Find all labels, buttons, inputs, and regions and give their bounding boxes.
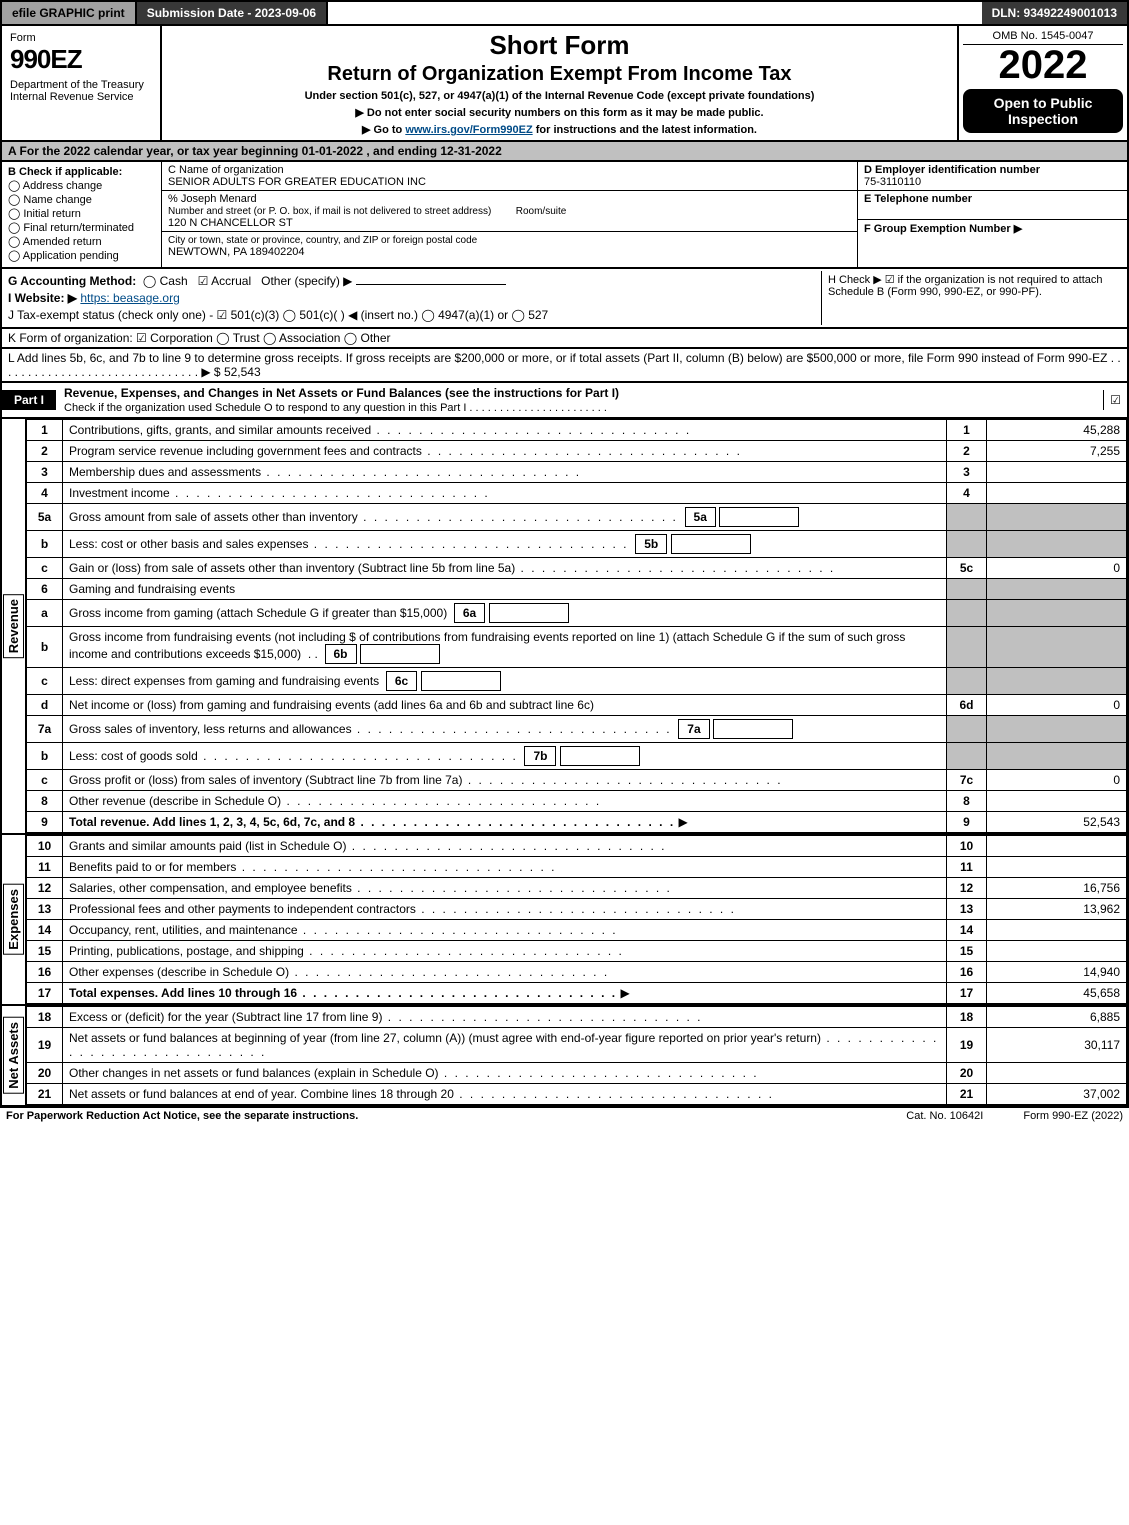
part1-title: Revenue, Expenses, and Changes in Net As… bbox=[56, 383, 1103, 417]
website-link[interactable]: https: beasage.org bbox=[80, 291, 179, 305]
col-def: D Employer identification number 75-3110… bbox=[857, 162, 1127, 267]
row-h: H Check ▶ ☑ if the organization is not r… bbox=[821, 271, 1121, 325]
revenue-table: 1Contributions, gifts, grants, and simil… bbox=[26, 419, 1127, 833]
chk-initial-return[interactable]: ◯ Initial return bbox=[8, 207, 155, 220]
header-right: OMB No. 1545-0047 2022 Open to Public In… bbox=[957, 26, 1127, 140]
line18-val: 6,885 bbox=[987, 1007, 1127, 1028]
subtitle-goto: ▶ Go to www.irs.gov/Form990EZ for instru… bbox=[170, 123, 949, 136]
footer-right: Form 990-EZ (2022) bbox=[1023, 1110, 1123, 1122]
city-label: City or town, state or province, country… bbox=[168, 235, 477, 246]
row-k: K Form of organization: ☑ Corporation ◯ … bbox=[0, 329, 1129, 349]
form-header: Form 990EZ Department of the Treasury In… bbox=[0, 26, 1129, 142]
f-label: F Group Exemption Number ▶ bbox=[864, 223, 1022, 235]
netassets-section: Net Assets 18Excess or (deficit) for the… bbox=[0, 1006, 1129, 1107]
line3-val bbox=[987, 462, 1127, 483]
d-label: D Employer identification number bbox=[864, 164, 1040, 176]
department: Department of the Treasury Internal Reve… bbox=[10, 79, 152, 103]
line12-val: 16,756 bbox=[987, 878, 1127, 899]
subtitle-section: Under section 501(c), 527, or 4947(a)(1)… bbox=[170, 90, 949, 102]
expenses-table: 10Grants and similar amounts paid (list … bbox=[26, 835, 1127, 1004]
row-l: L Add lines 5b, 6c, and 7b to line 9 to … bbox=[0, 349, 1129, 383]
chk-final-return[interactable]: ◯ Final return/terminated bbox=[8, 221, 155, 234]
dln: DLN: 93492249001013 bbox=[982, 2, 1127, 24]
title-short-form: Short Form bbox=[170, 30, 949, 61]
irs-link[interactable]: www.irs.gov/Form990EZ bbox=[405, 124, 532, 136]
row-j: J Tax-exempt status (check only one) - ☑… bbox=[8, 308, 821, 322]
line19-val: 30,117 bbox=[987, 1028, 1127, 1063]
submission-date: Submission Date - 2023-09-06 bbox=[137, 2, 328, 24]
midrows: G Accounting Method: ◯ Cash ☑ Accrual Ot… bbox=[0, 269, 1129, 329]
line10-val bbox=[987, 836, 1127, 857]
line2-val: 7,255 bbox=[987, 441, 1127, 462]
room-label: Room/suite bbox=[516, 206, 567, 217]
expenses-side-label: Expenses bbox=[2, 835, 26, 1004]
line20-val bbox=[987, 1063, 1127, 1084]
line15-val bbox=[987, 941, 1127, 962]
line17-val: 45,658 bbox=[987, 983, 1127, 1004]
org-name: SENIOR ADULTS FOR GREATER EDUCATION INC bbox=[168, 176, 426, 188]
line21-val: 37,002 bbox=[987, 1084, 1127, 1105]
netassets-table: 18Excess or (deficit) for the year (Subt… bbox=[26, 1006, 1127, 1105]
row-a-calendar-year: A For the 2022 calendar year, or tax yea… bbox=[0, 142, 1129, 162]
ein-value: 75-3110110 bbox=[864, 176, 921, 188]
line13-val: 13,962 bbox=[987, 899, 1127, 920]
subtitle-ssn: ▶ Do not enter social security numbers o… bbox=[170, 106, 949, 119]
chk-address-change[interactable]: ◯ Address change bbox=[8, 179, 155, 192]
title-return: Return of Organization Exempt From Incom… bbox=[170, 63, 949, 86]
c-label: C Name of organization bbox=[168, 164, 284, 176]
footer-center: Cat. No. 10642I bbox=[906, 1110, 983, 1122]
part1-label: Part I bbox=[2, 390, 56, 410]
street-label: Number and street (or P. O. box, if mail… bbox=[168, 206, 491, 217]
line5c-val: 0 bbox=[987, 558, 1127, 579]
other-specify-input[interactable] bbox=[356, 284, 506, 285]
line1-val: 45,288 bbox=[987, 420, 1127, 441]
form-label: Form bbox=[10, 32, 152, 44]
topbar: efile GRAPHIC print Submission Date - 20… bbox=[0, 0, 1129, 26]
netassets-side-label: Net Assets bbox=[2, 1006, 26, 1105]
line14-val bbox=[987, 920, 1127, 941]
goto-pre: ▶ Go to bbox=[362, 124, 405, 136]
line4-val bbox=[987, 483, 1127, 504]
line9-val: 52,543 bbox=[987, 812, 1127, 833]
goto-post: for instructions and the latest informat… bbox=[533, 124, 757, 136]
footer: For Paperwork Reduction Act Notice, see … bbox=[0, 1107, 1129, 1124]
tax-year: 2022 bbox=[963, 45, 1123, 85]
part1-header: Part I Revenue, Expenses, and Changes in… bbox=[0, 383, 1129, 419]
careof: % Joseph Menard bbox=[168, 193, 257, 205]
col-b: B Check if applicable: ◯ Address change … bbox=[2, 162, 162, 267]
revenue-section: Revenue 1Contributions, gifts, grants, a… bbox=[0, 419, 1129, 835]
chk-amended-return[interactable]: ◯ Amended return bbox=[8, 235, 155, 248]
expenses-section: Expenses 10Grants and similar amounts pa… bbox=[0, 835, 1129, 1006]
line16-val: 14,940 bbox=[987, 962, 1127, 983]
part1-check[interactable]: ☑ bbox=[1103, 390, 1127, 410]
city-value: NEWTOWN, PA 189402204 bbox=[168, 246, 305, 258]
form-number: 990EZ bbox=[10, 44, 152, 75]
line8-val bbox=[987, 791, 1127, 812]
row-g: G Accounting Method: ◯ Cash ☑ Accrual Ot… bbox=[8, 274, 821, 288]
revenue-side-label: Revenue bbox=[2, 419, 26, 833]
header-left: Form 990EZ Department of the Treasury In… bbox=[2, 26, 162, 140]
chk-application-pending[interactable]: ◯ Application pending bbox=[8, 249, 155, 262]
row-i: I Website: ▶ https: beasage.org bbox=[8, 291, 821, 305]
footer-left: For Paperwork Reduction Act Notice, see … bbox=[6, 1110, 906, 1122]
col-c: C Name of organization SENIOR ADULTS FOR… bbox=[162, 162, 857, 267]
section-b-to-f: B Check if applicable: ◯ Address change … bbox=[0, 162, 1129, 269]
line6d-val: 0 bbox=[987, 695, 1127, 716]
b-label: B Check if applicable: bbox=[8, 166, 155, 178]
line-l-value: 52,543 bbox=[224, 365, 261, 379]
open-to-public: Open to Public Inspection bbox=[963, 89, 1123, 133]
chk-name-change[interactable]: ◯ Name change bbox=[8, 193, 155, 206]
efile-print-button[interactable]: efile GRAPHIC print bbox=[2, 2, 137, 24]
line7c-val: 0 bbox=[987, 770, 1127, 791]
topbar-spacer bbox=[328, 2, 981, 24]
line11-val bbox=[987, 857, 1127, 878]
street-value: 120 N CHANCELLOR ST bbox=[168, 217, 293, 229]
e-label: E Telephone number bbox=[864, 193, 972, 205]
header-center: Short Form Return of Organization Exempt… bbox=[162, 26, 957, 140]
